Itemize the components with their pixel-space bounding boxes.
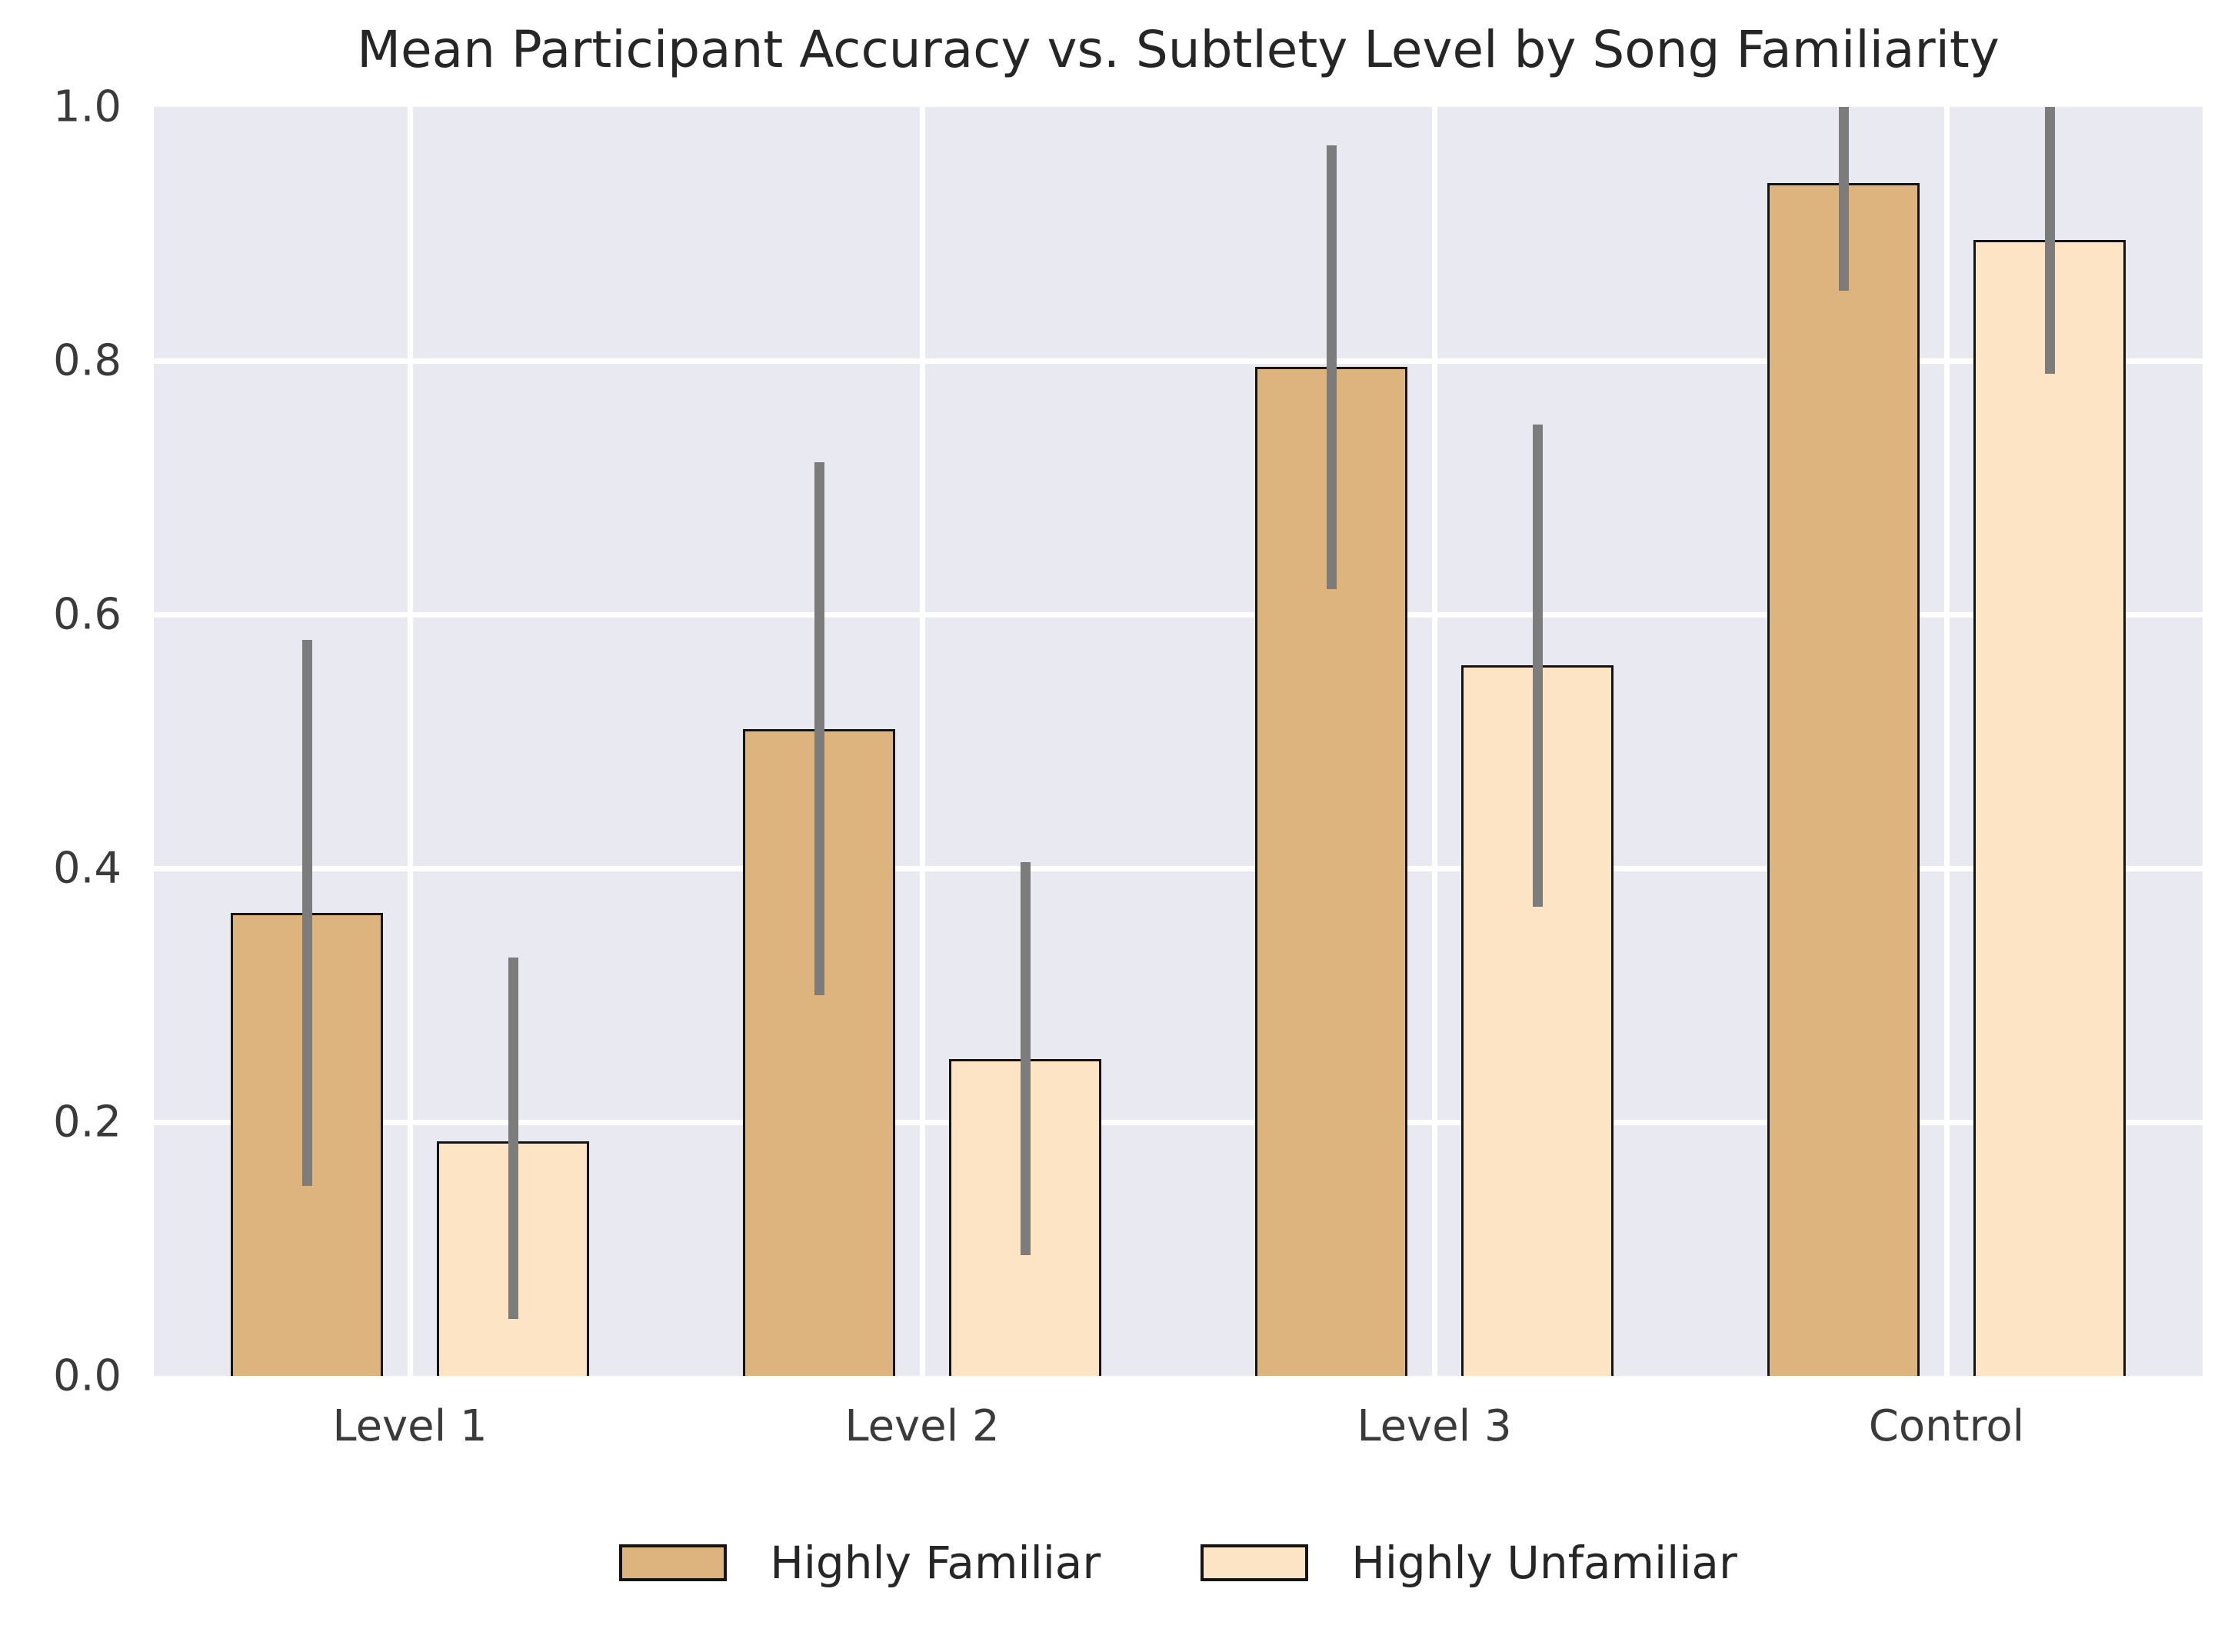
ytick-label-0.8: 0.8 [52,335,122,386]
legend-swatch-highly-familiar [619,1544,728,1581]
error-bar-highly-unfamiliar-level-3 [1532,424,1543,907]
gridline-y-0.6 [154,611,2203,618]
chart-title: Mean Participant Accuracy vs. Subtlety L… [357,20,2000,79]
gridline-x-level-3 [1431,107,1437,1376]
error-bar-highly-unfamiliar-control [2044,107,2055,374]
error-bar-highly-familiar-level-1 [301,640,312,1186]
legend-swatch-highly-unfamiliar [1201,1544,1309,1581]
legend-label-highly-unfamiliar: Highly Unfamiliar [1351,1537,1737,1589]
gridline-x-level-2 [919,107,925,1376]
error-bar-highly-unfamiliar-level-1 [508,957,518,1319]
gridline-x-control [1943,107,1950,1376]
xtick-label-level-1: Level 1 [332,1401,488,1451]
ytick-label-0.4: 0.4 [52,843,122,894]
bar-highly-unfamiliar-control [1973,240,2126,1376]
error-bar-highly-unfamiliar-level-2 [1020,861,1031,1256]
legend-label-highly-familiar: Highly Familiar [770,1537,1101,1589]
gridline-y-0.2 [154,1119,2203,1125]
xtick-label-level-2: Level 2 [844,1401,1000,1451]
error-bar-highly-familiar-level-3 [1326,145,1337,589]
ytick-label-1.0: 1.0 [52,82,122,132]
xtick-label-control: Control [1868,1401,2025,1451]
gridline-y-0.4 [154,865,2203,871]
legend-item-highly-familiar: Highly Familiar [619,1537,1101,1589]
gridline-x-level-1 [407,107,413,1376]
bar-highly-familiar-control [1767,183,1920,1376]
error-bar-highly-familiar-level-2 [814,462,824,995]
legend: Highly Familiar Highly Unfamiliar [154,1537,2203,1589]
error-bar-highly-familiar-control [1838,107,1849,291]
ytick-label-0.6: 0.6 [52,589,122,640]
legend-item-highly-unfamiliar: Highly Unfamiliar [1201,1537,1737,1589]
gridline-y-0.8 [154,358,2203,364]
ytick-label-0.2: 0.2 [52,1097,122,1147]
xtick-label-level-3: Level 3 [1357,1401,1512,1451]
ytick-label-0.0: 0.0 [52,1351,122,1401]
plot-area [154,107,2203,1376]
